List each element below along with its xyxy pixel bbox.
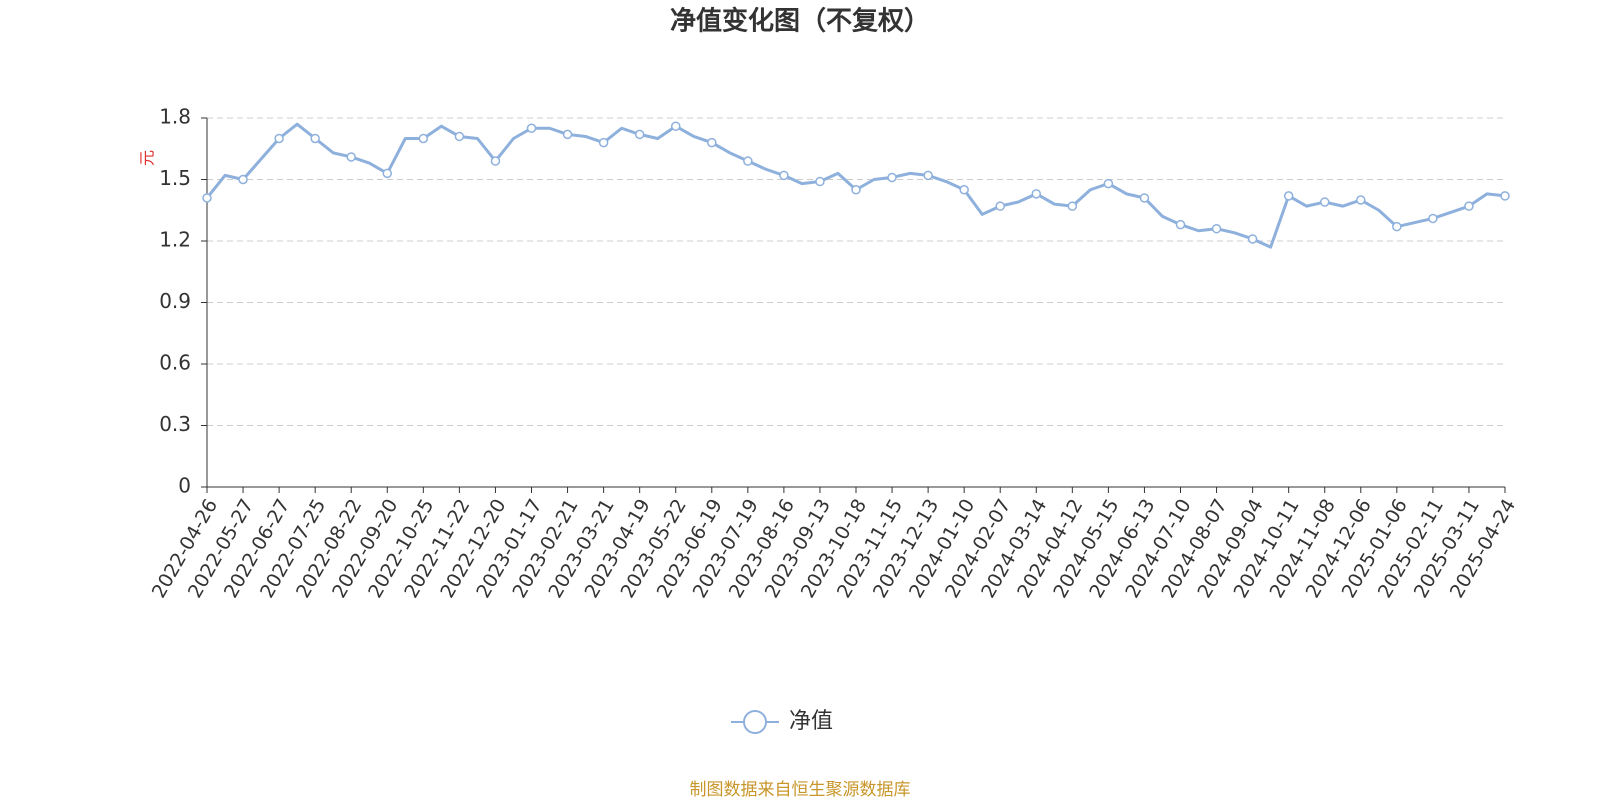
point	[1392, 221, 1402, 232]
y-tick-label: 1.5	[159, 166, 191, 190]
point	[779, 170, 789, 181]
y-tick-label: 0	[178, 474, 191, 498]
source-note: 制图数据来自恒生聚源数据库	[690, 780, 911, 800]
point	[887, 172, 897, 183]
point	[562, 129, 573, 140]
point	[743, 156, 753, 166]
point	[707, 137, 717, 148]
point	[1464, 201, 1474, 211]
point	[1428, 213, 1438, 224]
y-tick-label: 0.6	[159, 351, 191, 375]
legend-label: 净值	[789, 709, 833, 734]
point	[526, 123, 537, 133]
point	[1283, 191, 1294, 201]
point	[310, 133, 320, 144]
point	[1211, 223, 1222, 234]
legend-marker	[743, 710, 767, 734]
point	[923, 170, 933, 181]
point	[995, 201, 1005, 211]
point	[1031, 189, 1042, 199]
point	[382, 168, 393, 179]
y-tick-label: 1.8	[159, 105, 191, 129]
point	[670, 121, 681, 131]
point	[1139, 193, 1150, 203]
point	[1247, 234, 1258, 244]
point	[959, 185, 969, 195]
point	[634, 129, 645, 140]
point	[238, 174, 248, 185]
point	[274, 133, 284, 144]
point	[1500, 191, 1510, 201]
chart-title: 净值变化图（不复权）	[670, 6, 930, 37]
point	[1175, 219, 1186, 230]
y-tick-label: 0.3	[159, 412, 191, 436]
point	[1067, 201, 1078, 211]
point	[418, 133, 429, 144]
point	[1103, 178, 1114, 189]
point	[490, 156, 501, 166]
point	[202, 193, 212, 203]
point	[815, 176, 825, 187]
point	[851, 185, 861, 195]
point	[1356, 195, 1366, 205]
y-tick-label: 1.2	[159, 228, 191, 252]
y-tick-label: 0.9	[159, 289, 191, 313]
point	[346, 152, 356, 162]
point	[454, 131, 465, 142]
point	[1319, 197, 1330, 207]
y-axis-label: 元	[138, 150, 157, 166]
point	[598, 137, 609, 148]
